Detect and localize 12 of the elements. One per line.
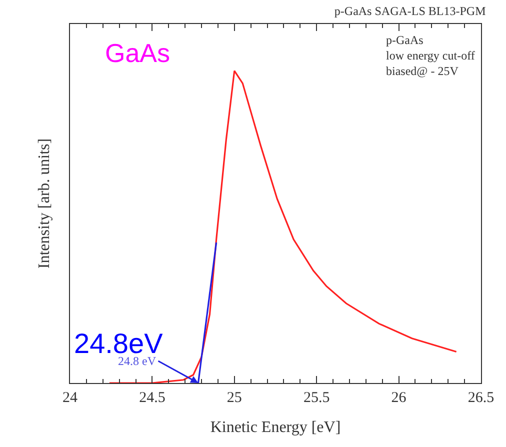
x-tick-label: 25 <box>226 390 242 406</box>
annotation: p-GaAs low energy cut-off biased@ - 25V <box>386 33 475 78</box>
text: GaAs <box>105 38 170 68</box>
x-axis-title: Kinetic Energy [eV] <box>210 418 341 436</box>
annotation: 24.8 eV <box>118 354 156 368</box>
x-tick-label: 24 <box>62 390 78 406</box>
chart-title: p-GaAs SAGA-LS BL13-PGM <box>334 4 486 18</box>
x-tick-label: 26 <box>391 390 407 406</box>
y-axis-title: Intensity [arb. units] <box>36 138 53 269</box>
x-tick-label: 25.5 <box>303 390 330 406</box>
x-tick-label: 26.5 <box>468 390 494 406</box>
x-tick-label: 24.5 <box>139 390 166 406</box>
